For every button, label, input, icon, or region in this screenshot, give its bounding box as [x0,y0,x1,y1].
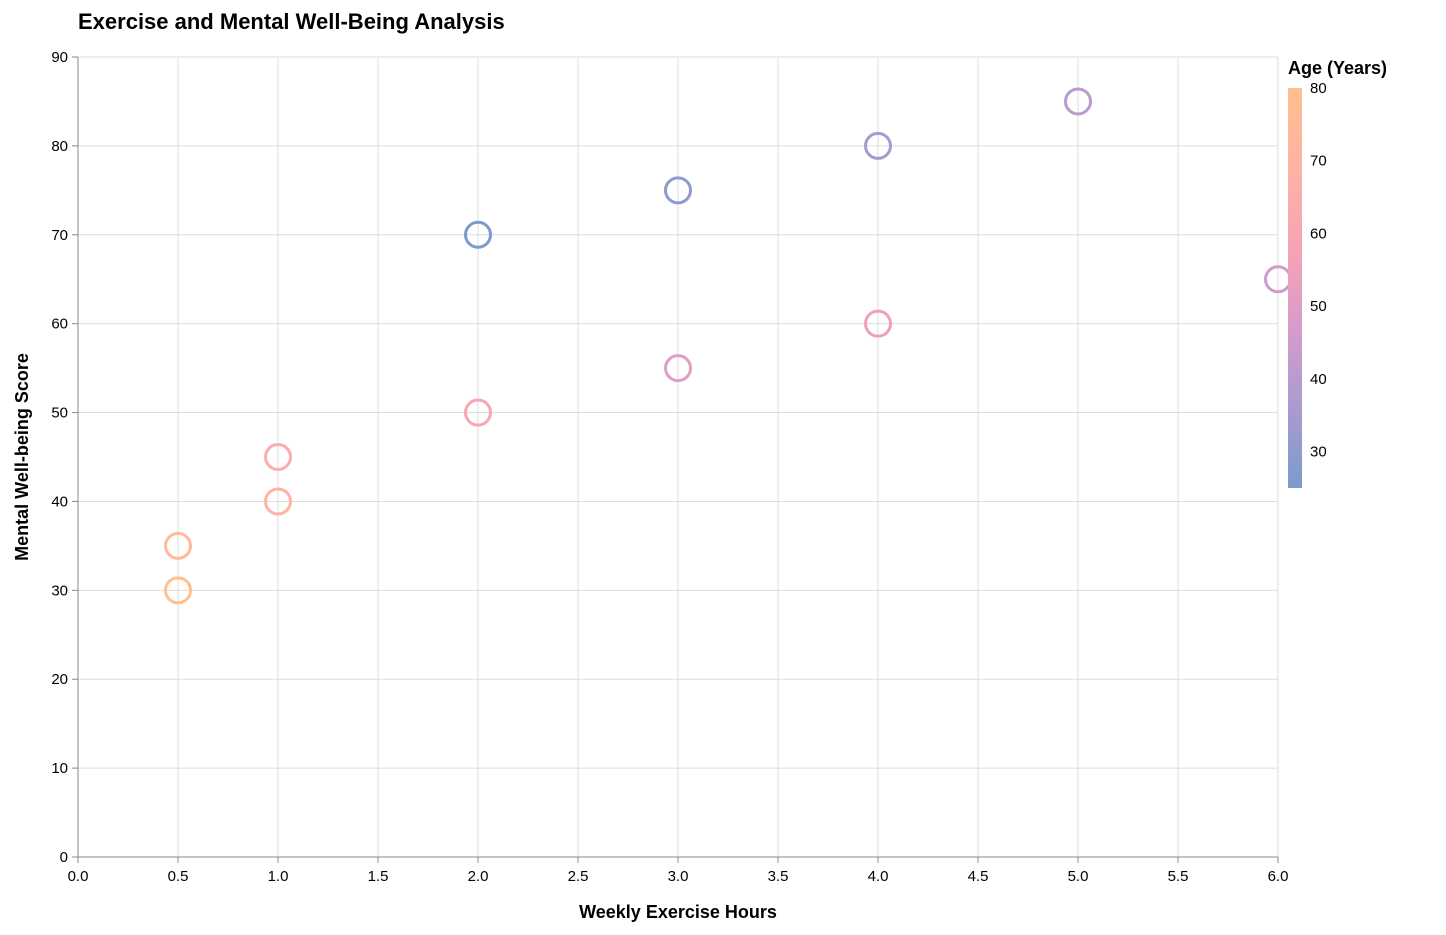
legend-tick-label: 50 [1310,298,1327,315]
data-point [264,487,292,516]
y-tick-label: 80 [51,138,68,155]
y-axis-title: Mental Well-being Score [12,353,32,561]
data-point [864,131,892,160]
y-tick-label: 40 [51,493,68,510]
legend-tick-label: 40 [1310,371,1327,388]
y-tick-label: 10 [51,760,68,777]
x-tick-label: 6.0 [1268,868,1289,885]
data-point [664,176,692,205]
data-point [864,309,892,338]
data-point [464,220,492,249]
data-point [164,576,192,605]
x-tick-label: 5.5 [1168,868,1189,885]
data-point [464,398,492,427]
x-tick-label: 0.0 [68,868,89,885]
legend-title: Age (Years) [1288,58,1387,78]
data-point [164,531,192,560]
x-tick-label: 2.5 [568,868,589,885]
legend-tick-label: 60 [1310,225,1327,242]
y-tick-label: 0 [60,849,68,866]
x-tick-label: 0.5 [168,868,189,885]
legend-tick-label: 80 [1310,80,1327,97]
data-point [264,443,292,471]
y-tick-label: 50 [51,405,68,422]
legend-gradient-bar [1288,88,1302,488]
y-tick-label: 30 [51,582,68,599]
legend-tick-label: 70 [1310,153,1327,170]
x-axis-title: Weekly Exercise Hours [579,902,777,922]
y-tick-label: 20 [51,671,68,688]
x-tick-label: 3.5 [768,868,789,885]
x-tick-label: 2.0 [468,868,489,885]
color-legend: Age (Years) 30 40 50 60 70 80 [1288,58,1387,488]
y-tick-label: 70 [51,227,68,244]
chart-title: Exercise and Mental Well-Being Analysis [78,9,505,34]
axes: 0.0 0.5 1.0 1.5 2.0 2.5 3.0 3.5 4.0 4.5 5.0 5.5 6.0 0… [51,49,1288,885]
x-tick-label: 1.0 [268,868,289,885]
y-tick-label: 90 [51,49,68,66]
y-tick-label: 60 [51,316,68,333]
x-tick-label: 1.5 [368,868,389,885]
legend-tick-label: 30 [1310,444,1327,461]
x-tick-label: 4.0 [868,868,889,885]
data-point [1064,87,1092,116]
data-points [164,87,1292,605]
x-tick-label: 3.0 [668,868,689,885]
x-tick-label: 5.0 [1068,868,1089,885]
data-point [664,354,692,383]
x-tick-label: 4.5 [968,868,989,885]
